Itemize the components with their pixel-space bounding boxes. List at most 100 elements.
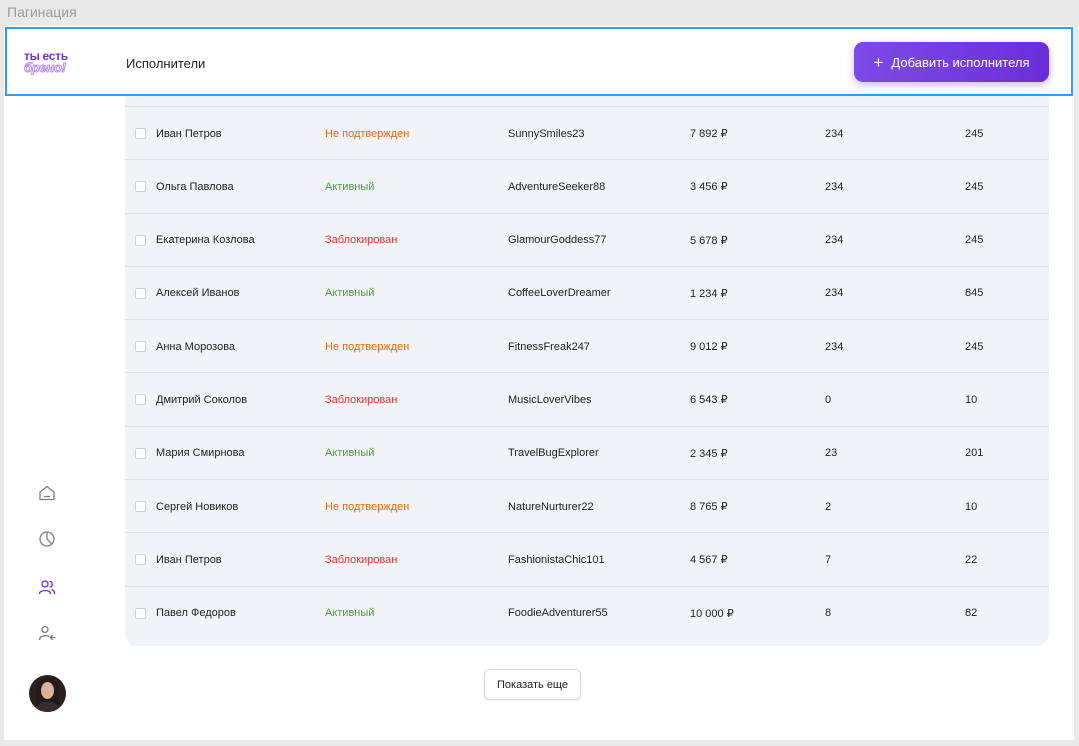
logo[interactable]: ты есть брено! xyxy=(24,50,78,77)
row-checkbox-cell xyxy=(135,320,147,373)
performer-metric-b: 245 xyxy=(965,127,984,140)
status-badge: Заблокирован xyxy=(325,393,398,406)
performer-metric-b: 245 xyxy=(965,180,984,193)
performer-login: FashionistaChic101 xyxy=(508,553,605,566)
performer-name: Мария Смирнова xyxy=(156,447,245,460)
row-checkbox-cell xyxy=(135,533,147,586)
performer-login: MusicLoverVibes xyxy=(508,393,592,406)
status-badge: Активный xyxy=(325,287,375,300)
performer-metric-b: 10 xyxy=(965,500,978,513)
performer-metric-a: 234 xyxy=(825,180,844,193)
performer-login: FoodieAdventurer55 xyxy=(508,607,608,620)
table-row[interactable]: Иван Петров Заблокирован FashionistaChic10… xyxy=(125,533,1049,587)
performer-metric-b: 82 xyxy=(965,607,978,620)
add-performer-button[interactable]: + Добавить исполнителя xyxy=(854,42,1049,82)
performer-name: Алексей Иванов xyxy=(156,287,240,300)
pie-chart-icon[interactable] xyxy=(37,529,57,549)
performers-table: Иван Петров Не подтвержден SunnySmiles23 7 … xyxy=(125,96,1049,646)
status-badge: Не подтвержден xyxy=(325,127,410,140)
performer-metric-b: 845 xyxy=(965,287,984,300)
performer-login: FitnessFreak247 xyxy=(508,340,590,353)
performer-name: Сергей Новиков xyxy=(156,500,239,513)
performer-name: Екатерина Козлова xyxy=(156,234,255,247)
performer-balance: 7 892 ₽ xyxy=(690,128,728,140)
table-top-strip xyxy=(125,96,1049,107)
performer-metric-a: 234 xyxy=(825,234,844,247)
table-row[interactable]: Анна Морозова Не подтвержден FitnessFreak2… xyxy=(125,320,1049,374)
table-row[interactable]: Ольга Павлова Активный AdventureSeeker88 3 … xyxy=(125,160,1049,214)
status-badge: Активный xyxy=(325,447,375,460)
avatar-face xyxy=(41,682,54,699)
row-checkbox[interactable] xyxy=(135,554,146,566)
performer-metric-a: 234 xyxy=(825,287,844,300)
performer-metric-b: 201 xyxy=(965,447,984,460)
performer-balance: 9 012 ₽ xyxy=(690,341,728,354)
row-checkbox[interactable] xyxy=(135,234,146,246)
performer-login: NatureNurturer22 xyxy=(508,500,594,513)
row-checkbox[interactable] xyxy=(135,341,146,353)
performer-login: AdventureSeeker88 xyxy=(508,180,606,193)
table-row[interactable]: Екатерина Козлова Заблокирован GlamourGodd… xyxy=(125,214,1049,267)
performer-metric-a: 0 xyxy=(825,393,832,406)
performer-name: Анна Морозова xyxy=(156,340,236,353)
performer-balance: 3 456 ₽ xyxy=(690,181,728,194)
row-checkbox[interactable] xyxy=(135,447,146,459)
table-row[interactable]: Иван Петров Не подтвержден SunnySmiles23 7 … xyxy=(125,107,1049,161)
row-checkbox-cell xyxy=(135,427,147,480)
performer-metric-b: 10 xyxy=(965,393,978,406)
add-performer-button-label: Добавить исполнителя xyxy=(891,54,1030,70)
performer-balance: 8 765 ₽ xyxy=(690,501,728,514)
performer-name: Павел Федоров xyxy=(156,607,236,620)
logo-line-2: брено! xyxy=(24,60,67,75)
performer-login: TravelBugExplorer xyxy=(508,447,599,460)
performer-name: Ольга Павлова xyxy=(156,180,234,193)
status-badge: Активный xyxy=(325,607,375,620)
app-canvas: ты есть брено! Исполнители + Добавить ис… xyxy=(4,26,1074,740)
performer-login: SunnySmiles23 xyxy=(508,127,585,140)
row-checkbox-cell xyxy=(135,480,147,533)
row-checkbox[interactable] xyxy=(135,394,146,406)
performer-metric-b: 245 xyxy=(965,340,984,353)
header: ты есть брено! Исполнители + Добавить ис… xyxy=(5,27,1073,96)
performer-metric-a: 234 xyxy=(825,340,844,353)
performer-metric-b: 245 xyxy=(965,234,984,247)
frame-label: Пагинация xyxy=(7,4,77,20)
row-checkbox-cell xyxy=(135,107,147,160)
row-checkbox[interactable] xyxy=(135,181,146,193)
user-arrow-icon[interactable] xyxy=(37,623,57,643)
performer-balance: 1 234 ₽ xyxy=(690,287,728,300)
table-row[interactable]: Дмитрий Соколов Заблокирован MusicLoverVib… xyxy=(125,373,1049,427)
performer-balance: 2 345 ₽ xyxy=(690,447,728,460)
table-body: Иван Петров Не подтвержден SunnySmiles23 7 … xyxy=(125,107,1049,640)
users-icon[interactable] xyxy=(37,577,57,597)
performer-balance: 6 543 ₽ xyxy=(690,394,728,407)
row-checkbox[interactable] xyxy=(135,607,146,619)
table-row[interactable]: Алексей Иванов Активный CoffeeLoverDreamer… xyxy=(125,267,1049,321)
status-badge: Не подтвержден xyxy=(325,500,410,513)
performer-name: Дмитрий Соколов xyxy=(156,393,248,406)
table-row[interactable]: Павел Федоров Активный FoodieAdventurer55 1… xyxy=(125,587,1049,640)
status-badge: Активный xyxy=(325,180,375,193)
row-checkbox[interactable] xyxy=(135,287,146,299)
performer-metric-b: 22 xyxy=(965,553,978,566)
avatar-body xyxy=(35,702,60,712)
performer-name: Иван Петров xyxy=(156,553,222,566)
sidebar xyxy=(4,96,94,740)
status-badge: Заблокирован xyxy=(325,553,398,566)
performer-login: GlamourGoddess77 xyxy=(508,234,607,247)
table-row[interactable]: Сергей Новиков Не подтвержден NatureNurtur… xyxy=(125,480,1049,534)
performer-balance: 4 567 ₽ xyxy=(690,554,728,567)
home-icon[interactable] xyxy=(37,483,57,503)
show-more-button[interactable]: Показать еще xyxy=(484,669,581,700)
row-checkbox-cell xyxy=(135,587,147,640)
row-checkbox[interactable] xyxy=(135,501,146,513)
avatar[interactable] xyxy=(29,675,66,712)
performer-metric-a: 8 xyxy=(825,607,832,620)
row-checkbox-cell xyxy=(135,373,147,426)
performer-metric-a: 23 xyxy=(825,447,838,460)
performer-balance: 5 678 ₽ xyxy=(690,234,728,247)
table-row[interactable]: Мария Смирнова Активный TravelBugExplorer 2… xyxy=(125,427,1049,481)
row-checkbox-cell xyxy=(135,267,147,320)
status-badge: Заблокирован xyxy=(325,234,398,247)
row-checkbox[interactable] xyxy=(135,128,146,139)
